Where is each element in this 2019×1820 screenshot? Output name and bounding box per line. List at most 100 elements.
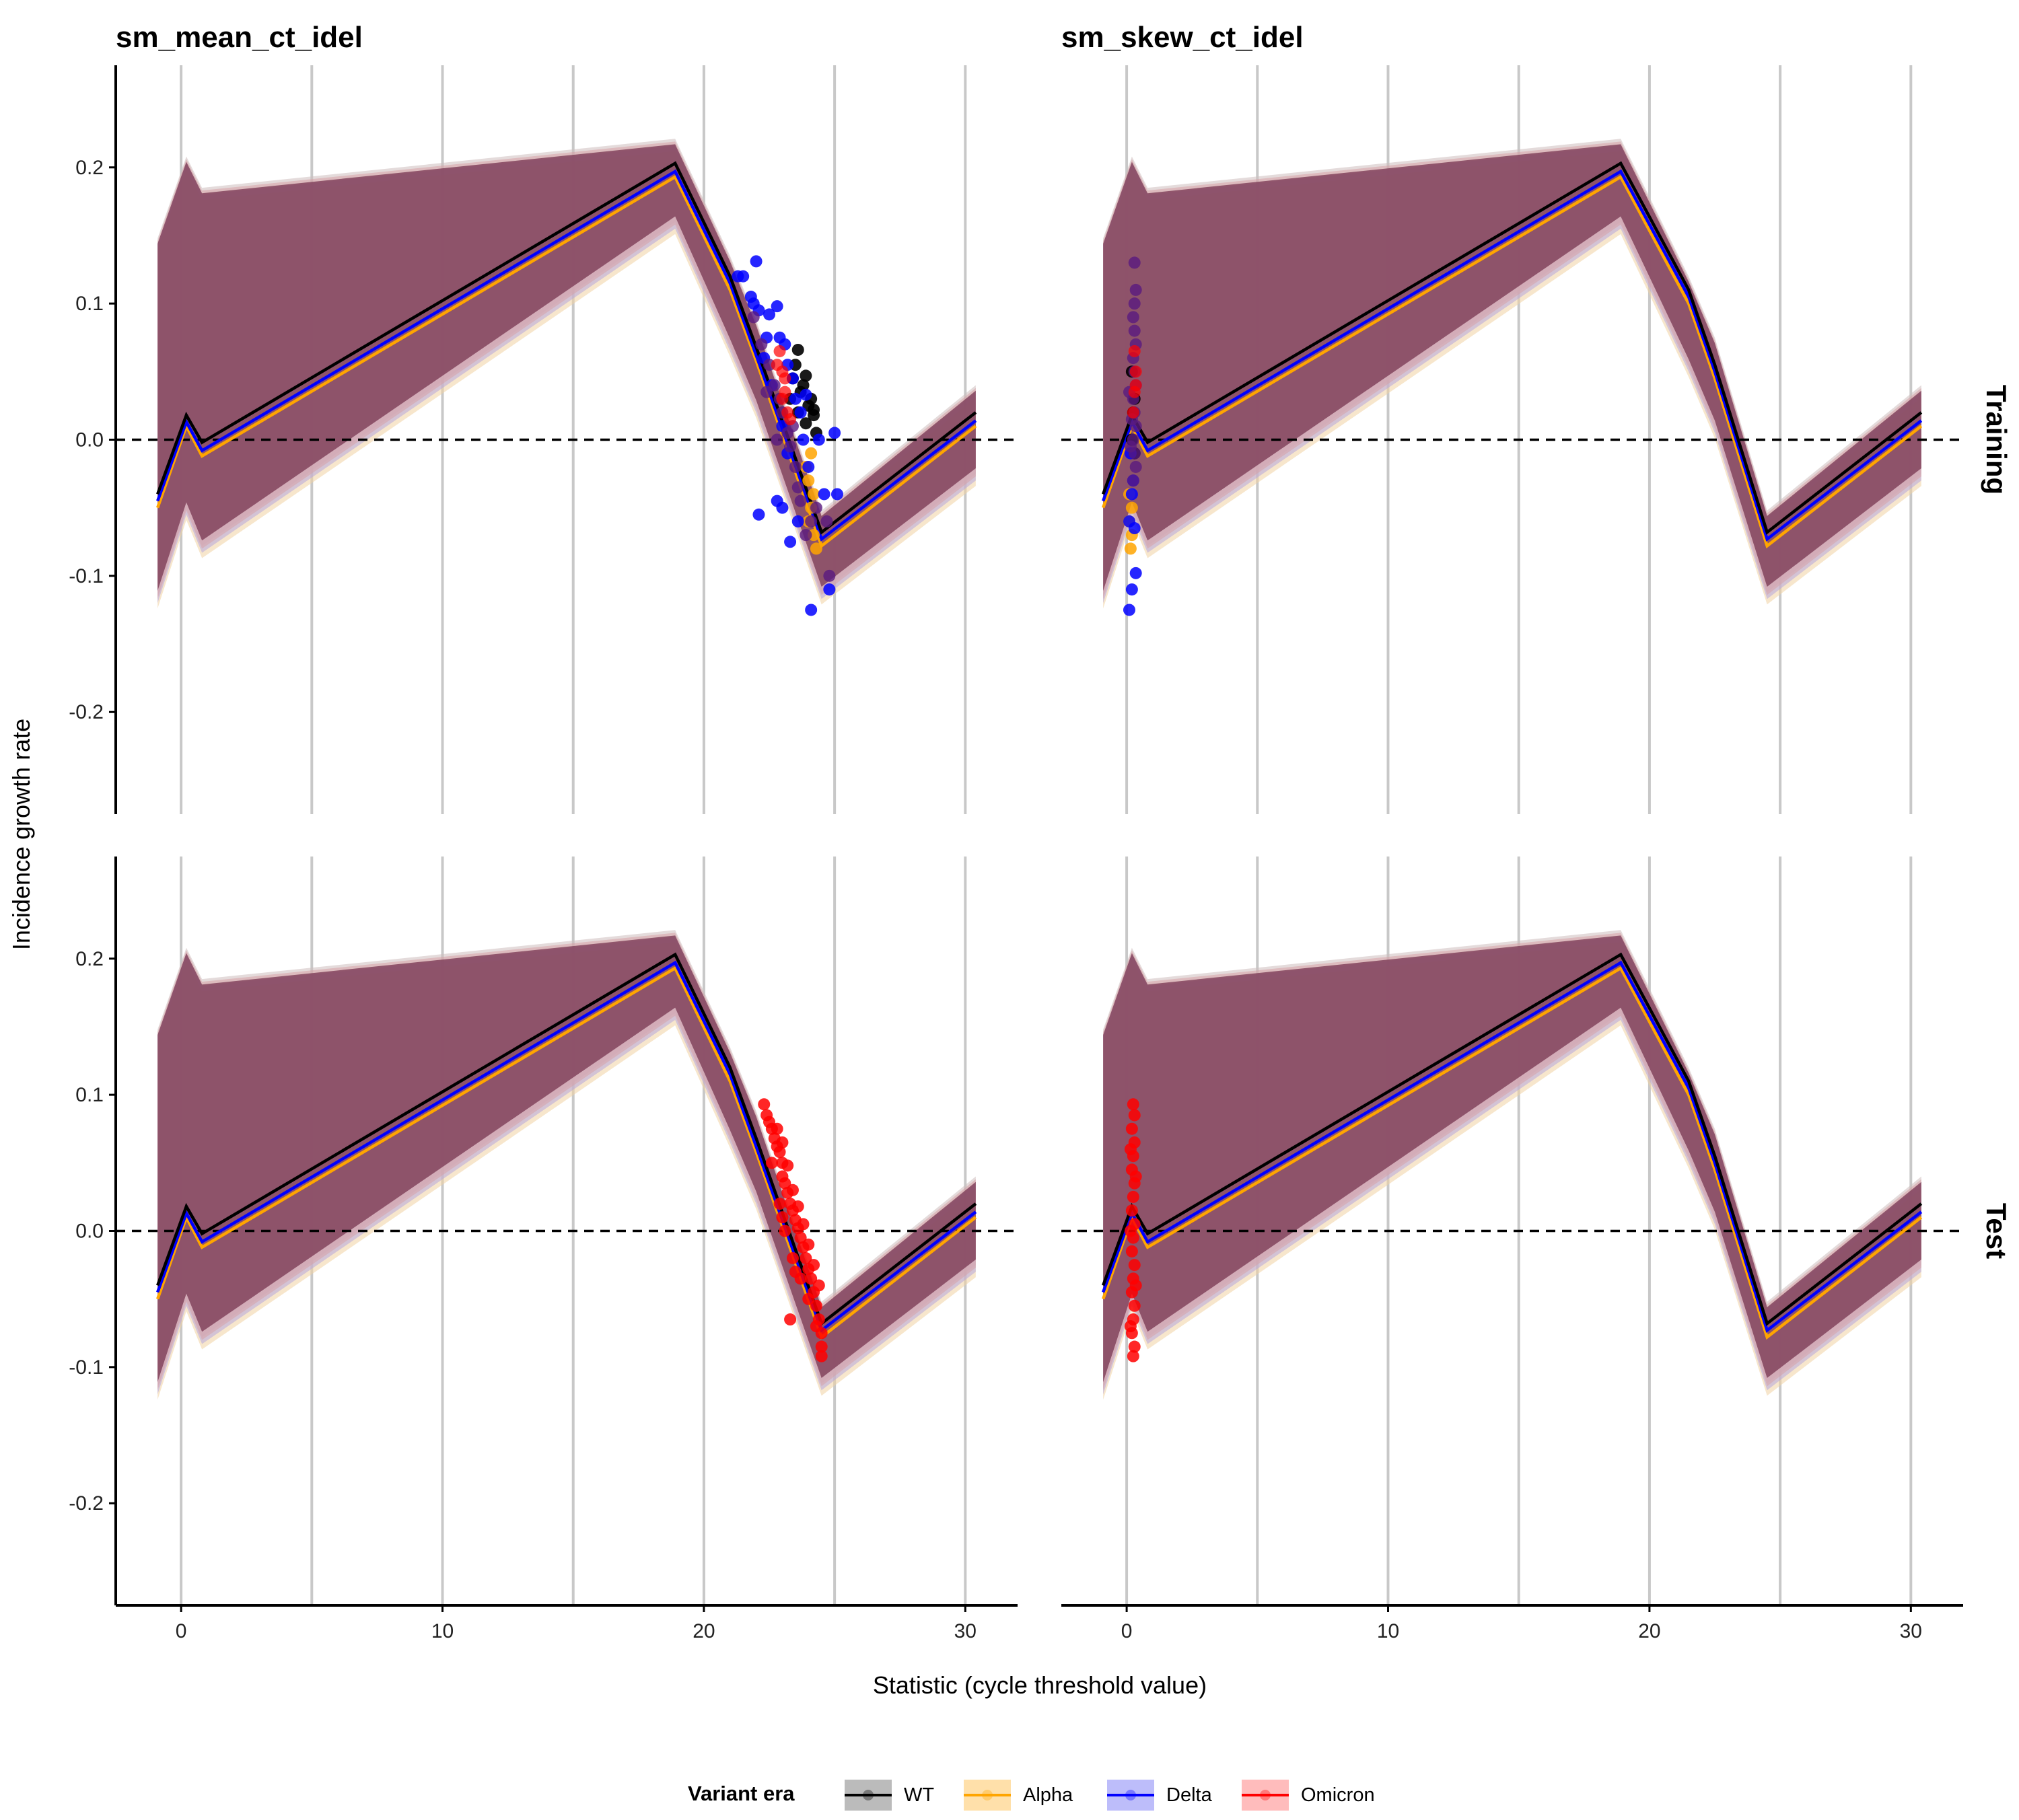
point-delta — [828, 427, 841, 439]
point-alpha — [808, 488, 820, 501]
point-omicron — [1129, 1279, 1142, 1292]
point-omicron — [786, 1184, 799, 1196]
point-omicron — [805, 1272, 818, 1285]
point-omicron — [1124, 1143, 1137, 1156]
mean-line-alpha — [156, 174, 977, 549]
point-omicron — [1128, 1259, 1141, 1272]
point-omicron — [776, 1136, 789, 1149]
point-delta — [1128, 522, 1141, 535]
point-overlap — [760, 386, 773, 398]
panel-title-skew: sm_skew_ct_idel — [1061, 21, 1304, 54]
point-omicron — [771, 359, 783, 371]
point-omicron — [779, 1177, 791, 1190]
point-omicron — [1127, 1190, 1139, 1203]
point-overlap — [1129, 460, 1142, 473]
point-delta — [812, 433, 825, 446]
point-omicron — [808, 1259, 820, 1272]
point-omicron — [1128, 1109, 1141, 1122]
point-overlap — [1129, 283, 1142, 296]
point-overlap — [800, 529, 812, 542]
point-delta — [818, 488, 830, 501]
point-omicron — [779, 1225, 791, 1237]
point-overlap — [771, 433, 783, 446]
point-overlap — [791, 481, 804, 494]
point-overlap — [789, 460, 802, 473]
y-tick-label: 0.0 — [75, 429, 104, 451]
panel-training-skew — [1061, 65, 1963, 814]
ci-band-overlap — [157, 935, 976, 1383]
point-wt — [800, 369, 812, 382]
point-overlap — [1128, 256, 1141, 269]
strip-label-test: Test — [1981, 1203, 2012, 1259]
y-axis-title: Incidence growth rate — [7, 719, 35, 950]
point-overlap — [1128, 297, 1141, 310]
point-delta — [831, 488, 843, 501]
point-delta — [800, 388, 812, 401]
y-tick-label: 0.2 — [75, 948, 104, 970]
point-delta — [750, 255, 763, 268]
point-delta — [791, 515, 804, 527]
point-delta — [763, 308, 776, 321]
x-tick-label: 30 — [1900, 1620, 1922, 1642]
legend-title: Variant era — [688, 1782, 795, 1805]
legend-label-wt: WT — [904, 1784, 934, 1806]
point-omicron — [791, 1200, 804, 1213]
legend-key-point-omicron — [1260, 1790, 1271, 1800]
point-delta — [797, 433, 810, 446]
point-delta — [794, 406, 807, 419]
y-tick-label: 0.2 — [75, 157, 104, 179]
y-tick-label: 0.1 — [75, 293, 104, 315]
panel-training-mean: -0.2 -0.1 0.0 0.1 0.2 — [69, 65, 1018, 814]
point-omicron — [1129, 1170, 1142, 1183]
point-omicron — [1128, 1340, 1141, 1353]
point-omicron — [758, 1098, 771, 1111]
point-alpha — [1125, 501, 1138, 514]
point-delta — [771, 300, 783, 313]
point-delta — [1123, 604, 1135, 616]
point-delta — [789, 392, 802, 405]
point-overlap — [823, 569, 836, 582]
point-omicron — [1129, 365, 1142, 378]
y-tick-label: -0.2 — [69, 1492, 104, 1515]
point-overlap — [1128, 324, 1141, 337]
point-omicron — [784, 413, 797, 426]
point-overlap — [747, 311, 760, 324]
point-omicron — [773, 1146, 786, 1159]
point-wt — [808, 403, 820, 416]
point-omicron — [794, 1231, 807, 1244]
legend-key-point-delta — [1125, 1790, 1136, 1800]
point-alpha — [1124, 542, 1137, 555]
point-omicron — [776, 1211, 789, 1224]
x-tick-label: 0 — [1121, 1620, 1133, 1642]
legend-key-point-wt — [863, 1790, 874, 1800]
point-omicron — [786, 1251, 799, 1264]
strip-label-training: Training — [1981, 385, 2012, 495]
point-omicron — [1125, 1204, 1138, 1217]
point-overlap — [805, 515, 818, 527]
legend: Variant era WT Alpha Delta Omicron — [688, 1780, 1375, 1811]
point-overlap — [820, 515, 833, 527]
point-omicron — [779, 372, 791, 385]
legend-label-omicron: Omicron — [1301, 1784, 1375, 1806]
point-omicron — [815, 1350, 828, 1362]
point-overlap — [768, 379, 781, 392]
legend-label-alpha: Alpha — [1023, 1784, 1073, 1806]
mean-line-wt — [156, 161, 977, 535]
y-tick-label: -0.2 — [69, 701, 104, 723]
point-omicron — [1125, 1245, 1138, 1258]
point-omicron — [815, 1340, 828, 1353]
x-tick-label: 30 — [954, 1620, 977, 1642]
point-omicron — [1128, 344, 1141, 357]
point-omicron — [1127, 1350, 1139, 1362]
point-overlap — [755, 338, 768, 351]
y-tick-label: -0.1 — [69, 565, 104, 587]
point-delta — [784, 536, 797, 548]
point-overlap — [784, 440, 797, 453]
x-tick-label: 20 — [693, 1620, 715, 1642]
point-overlap — [1124, 440, 1137, 453]
point-omicron — [1129, 379, 1142, 392]
y-tick-label: -0.1 — [69, 1356, 104, 1379]
point-omicron — [800, 1251, 812, 1264]
x-tick-label: 10 — [431, 1620, 454, 1642]
point-delta — [1125, 488, 1138, 501]
